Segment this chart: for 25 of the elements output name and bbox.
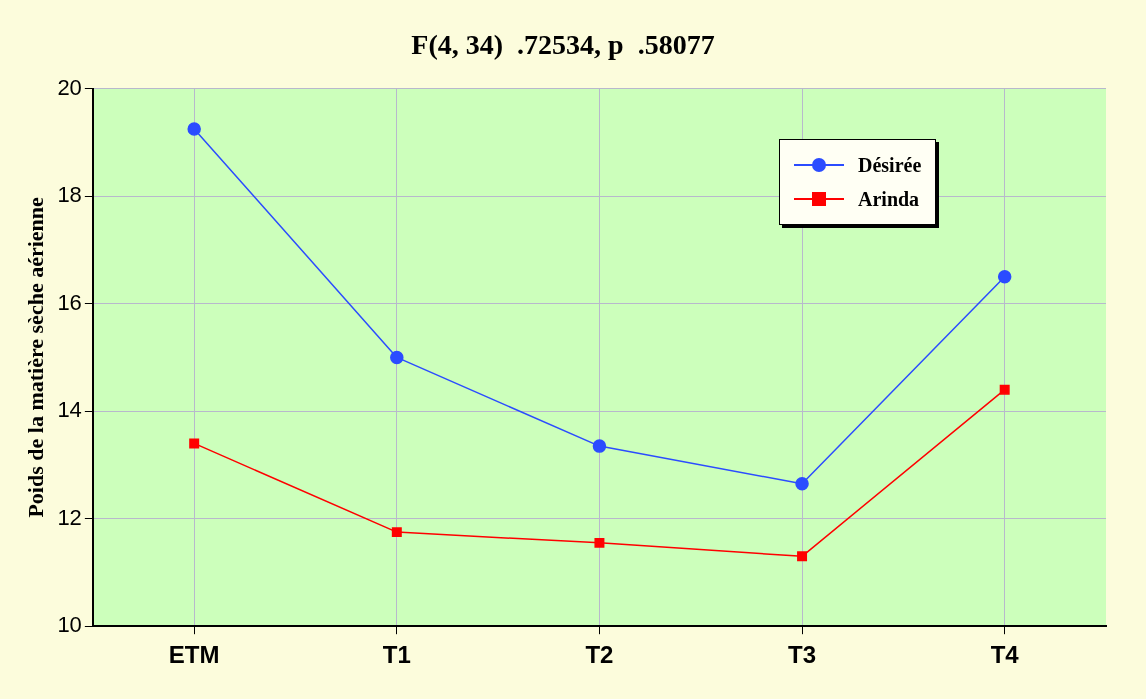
x-tick-label: T1 xyxy=(382,641,411,669)
point xyxy=(592,439,607,453)
x-tick-label: T4 xyxy=(990,641,1020,669)
chart-title: F(4, 34) .72534, p .58077 xyxy=(411,29,715,61)
x-tick-label: T3 xyxy=(788,641,817,669)
y-tick-label: 18 xyxy=(57,182,82,208)
y-tick-label: 16 xyxy=(57,289,82,315)
point xyxy=(390,350,404,365)
point xyxy=(797,551,808,562)
y-tick-label: 12 xyxy=(57,504,82,530)
x-tick-label: T2 xyxy=(585,641,614,669)
y-axis-title: Poids de la matière sèche aérienne xyxy=(22,196,48,518)
x-tick-label: ETM xyxy=(168,641,220,669)
point xyxy=(189,438,200,449)
point xyxy=(795,476,809,491)
legend-label: Désirée xyxy=(858,152,922,178)
point xyxy=(391,527,402,538)
legend-label: Arinda xyxy=(858,186,920,212)
point xyxy=(997,270,1012,284)
point xyxy=(594,537,605,548)
y-tick-label: 20 xyxy=(57,74,82,100)
point xyxy=(999,384,1010,395)
point xyxy=(187,122,201,136)
y-tick-label: 10 xyxy=(57,612,82,638)
y-tick-label: 14 xyxy=(57,397,82,423)
